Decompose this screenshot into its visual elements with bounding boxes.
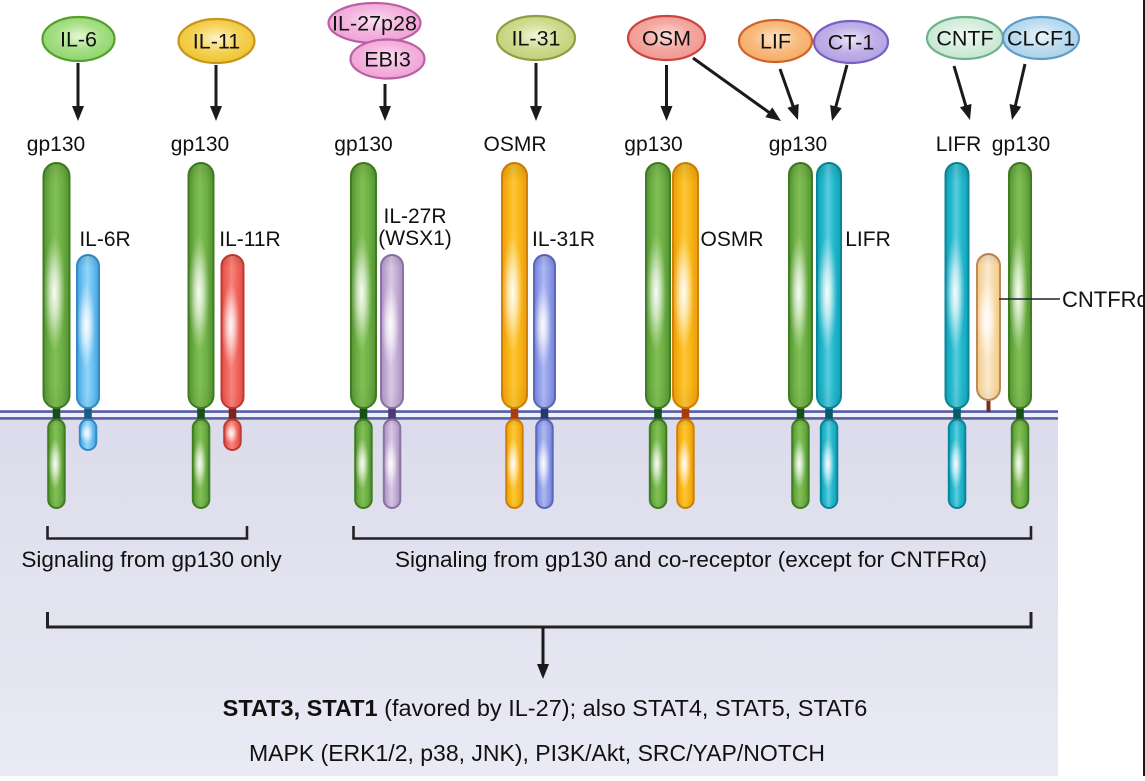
svg-text:OSM: OSM (642, 27, 691, 51)
svg-text:Signaling from gp130 and co-re: Signaling from gp130 and co-receptor (ex… (395, 547, 987, 572)
svg-text:gp130: gp130 (992, 133, 1050, 156)
svg-text:IL-27R: IL-27R (383, 205, 446, 228)
svg-text:STAT3, STAT1 (favored by IL-27: STAT3, STAT1 (favored by IL-27); also ST… (223, 695, 868, 721)
svg-text:gp130: gp130 (171, 133, 229, 156)
svg-text:gp130: gp130 (624, 133, 682, 156)
svg-text:(WSX1): (WSX1) (378, 227, 452, 250)
svg-text:CNTF: CNTF (936, 27, 993, 51)
svg-text:IL-6: IL-6 (60, 28, 97, 52)
svg-text:IL-31R: IL-31R (532, 228, 595, 251)
svg-text:OSMR: OSMR (701, 228, 764, 251)
svg-text:OSMR: OSMR (484, 133, 547, 156)
svg-text:IL-11R: IL-11R (219, 228, 280, 251)
svg-text:EBI3: EBI3 (364, 48, 411, 72)
svg-text:CT-1: CT-1 (828, 31, 875, 55)
svg-text:LIFR: LIFR (845, 228, 891, 251)
svg-text:gp130: gp130 (27, 133, 85, 156)
svg-text:IL-11: IL-11 (193, 30, 240, 54)
svg-text:gp130: gp130 (334, 133, 392, 156)
svg-text:Signaling from gp130 only: Signaling from gp130 only (21, 547, 282, 572)
svg-text:LIF: LIF (760, 30, 791, 54)
svg-text:CNTFRα: CNTFRα (1062, 287, 1145, 312)
svg-text:MAPK (ERK1/2, p38, JNK), PI3K/: MAPK (ERK1/2, p38, JNK), PI3K/Akt, SRC/Y… (249, 740, 825, 766)
svg-text:gp130: gp130 (769, 133, 827, 156)
svg-text:IL-27p28: IL-27p28 (332, 12, 417, 36)
svg-text:LIFR: LIFR (936, 133, 982, 156)
svg-text:CLCF1: CLCF1 (1007, 27, 1075, 51)
svg-text:IL-31: IL-31 (511, 27, 560, 51)
svg-text:IL-6R: IL-6R (79, 228, 130, 251)
